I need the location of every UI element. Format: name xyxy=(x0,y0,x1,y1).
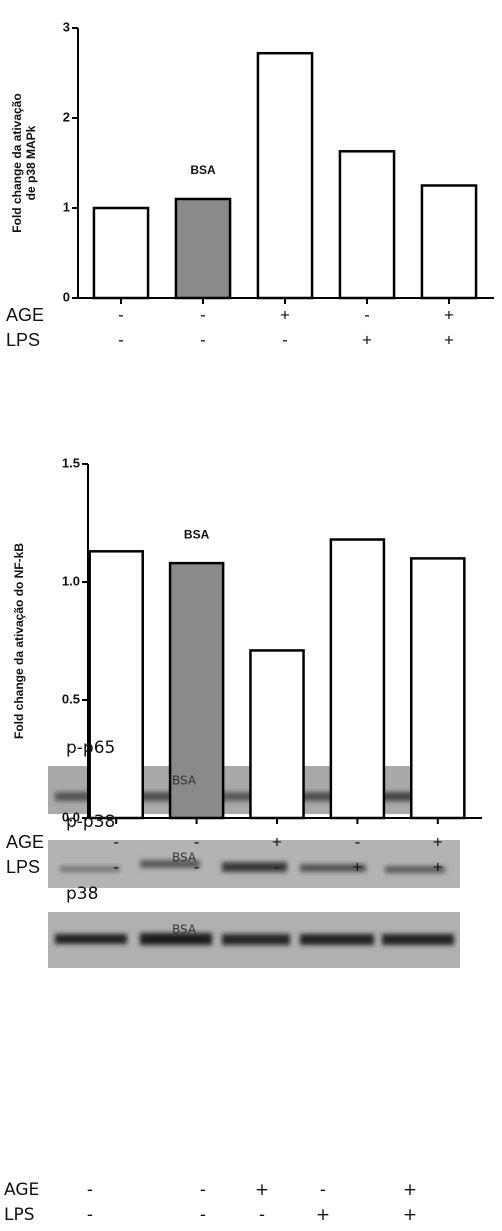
condition-sign: - xyxy=(364,305,370,324)
condition-sign: - xyxy=(118,305,124,324)
blot-annotation: BSA xyxy=(172,774,197,788)
condition-sign: + xyxy=(352,857,362,876)
condition-sign: - xyxy=(274,857,280,876)
condition-label: AGE xyxy=(4,1180,39,1200)
condition-sign: + xyxy=(433,832,443,851)
figure: 0 1 2 3 Fold change da ativaçãode p38 MAPk BS… xyxy=(0,0,502,1231)
condition-sign: - xyxy=(113,857,119,876)
band xyxy=(300,934,374,945)
blot-label: p-p38 xyxy=(66,812,115,832)
condition-sign: - xyxy=(282,330,288,349)
bar xyxy=(90,551,143,818)
condition-sign: - xyxy=(355,832,361,851)
bar xyxy=(258,53,312,298)
blot-label: p38 xyxy=(66,884,98,904)
condition-sign: - xyxy=(200,1205,206,1225)
band xyxy=(55,934,127,944)
blot-label: p-p65 xyxy=(66,738,115,758)
y-tick-label: 3 xyxy=(63,19,70,34)
condition-sign: - xyxy=(87,1205,93,1225)
condition-label: AGE xyxy=(6,832,44,852)
condition-sign: - xyxy=(194,832,200,851)
condition-sign: - xyxy=(200,1180,206,1200)
y-tick-label: 0 xyxy=(63,289,70,304)
y-axis-label: Fold change da ativação xyxy=(10,93,24,232)
y-tick-label: 1.5 xyxy=(62,455,80,470)
bar xyxy=(250,650,303,818)
y-tick-label: 1.0 xyxy=(62,573,80,588)
y-tick-label: 0.5 xyxy=(62,691,80,706)
bar xyxy=(176,199,230,298)
blot-annotation: BSA xyxy=(172,851,197,865)
bar xyxy=(422,186,476,299)
condition-sign: + xyxy=(403,1180,417,1200)
condition-label: LPS xyxy=(4,1205,35,1225)
condition-sign: - xyxy=(118,330,124,349)
condition-sign: + xyxy=(280,305,290,324)
condition-sign: + xyxy=(362,330,372,349)
condition-sign: + xyxy=(433,857,443,876)
condition-sign: + xyxy=(316,1205,330,1225)
condition-label: LPS xyxy=(6,857,40,877)
annotation: BSA xyxy=(190,163,216,177)
condition-label: AGE xyxy=(6,305,44,325)
blot-annotation: BSA xyxy=(172,923,197,937)
condition-sign: - xyxy=(200,330,206,349)
condition-sign: - xyxy=(113,832,119,851)
y-axis-label: Fold change da ativação do NF-kB xyxy=(12,543,26,739)
condition-sign: + xyxy=(444,305,454,324)
bar xyxy=(411,558,464,818)
condition-sign: - xyxy=(320,1180,326,1200)
condition-sign: - xyxy=(200,305,206,324)
condition-sign: + xyxy=(255,1180,269,1200)
y-axis-label: de p38 MAPk xyxy=(24,125,38,200)
bar xyxy=(94,208,148,298)
band xyxy=(382,934,454,945)
condition-sign: + xyxy=(403,1205,417,1225)
condition-sign: - xyxy=(259,1205,265,1225)
condition-sign: + xyxy=(444,330,454,349)
band xyxy=(222,934,290,945)
band xyxy=(60,866,120,872)
annotation: BSA xyxy=(184,527,210,541)
condition-label: LPS xyxy=(6,330,40,350)
bar xyxy=(340,151,394,298)
y-tick-label: 2 xyxy=(63,109,70,124)
bar xyxy=(331,540,384,818)
condition-sign: + xyxy=(272,832,282,851)
y-tick-label: 1 xyxy=(63,199,70,214)
condition-sign: - xyxy=(87,1180,93,1200)
